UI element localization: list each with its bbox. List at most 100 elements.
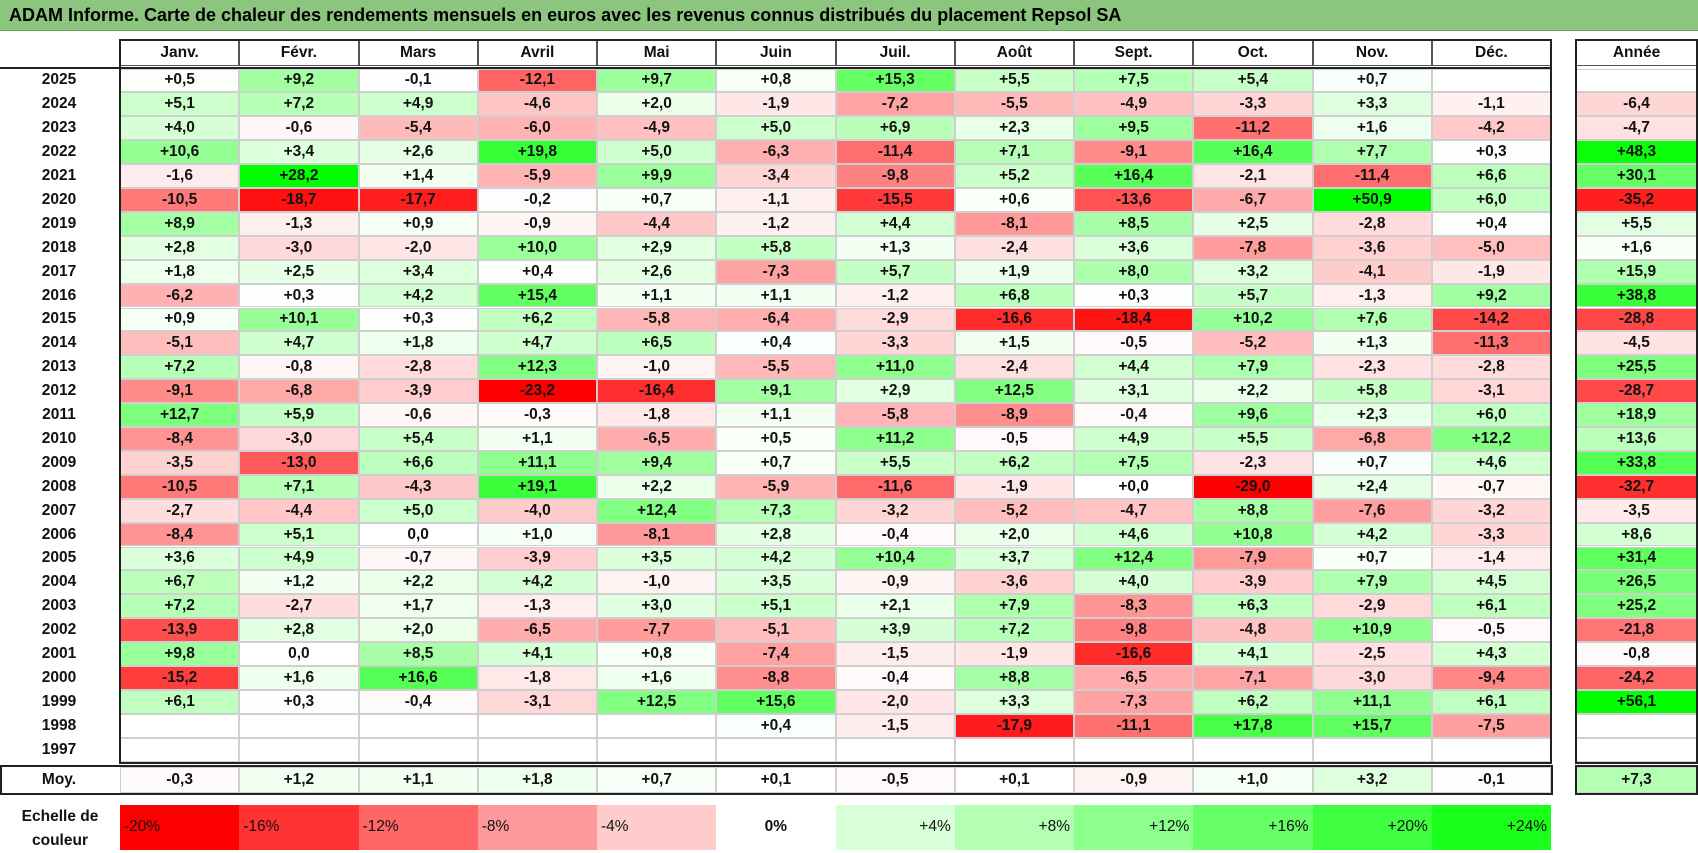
heatmap-cell: -7,3 [716,259,836,284]
heatmap-cell: +0,8 [597,642,717,666]
heatmap-cell: +5,5 [954,68,1074,93]
heatmap-cell: -3,6 [1312,235,1432,260]
annual-cell: +26,5 [1576,570,1697,595]
heatmap-cell: -5,8 [835,403,955,427]
heatmap-cell: -2,8 [358,355,478,380]
heatmap-cell [835,737,955,762]
heatmap-cell: +0,9 [358,211,478,236]
heatmap-cell: +1,1 [716,283,836,308]
heatmap-cell [954,737,1074,762]
year-label: 2007 [41,501,77,519]
annual-cell: -0,8 [1576,642,1697,666]
heatmap-cell: -1,0 [597,570,717,595]
heatmap-cell: -0,5 [1431,618,1551,643]
column-header: Mars [358,40,478,66]
heatmap-cell: +6,2 [954,450,1074,475]
heatmap-cell: +0,0 [1074,474,1194,499]
heatmap-cell: -3,0 [239,427,359,451]
heatmap-cell: -3,9 [1193,570,1313,595]
report-title: ADAM Informe. Carte de chaleur des rende… [0,0,1698,31]
heatmap-cell: -3,3 [1431,522,1551,547]
annual-cell: +18,9 [1576,403,1697,427]
average-label: Moy. [41,770,77,788]
heatmap-cell: +2,9 [835,379,955,404]
heatmap-cell: -12,1 [477,68,597,93]
annual-cell: +25,2 [1576,594,1697,619]
heatmap-cell: +5,1 [120,92,240,117]
heatmap-cell: -6,0 [477,116,597,141]
heatmap-cell: +1,9 [954,259,1074,284]
year-label: 2021 [41,167,77,185]
heatmap-cell: +3,3 [954,689,1074,714]
heatmap-cell: -1,9 [954,642,1074,666]
heatmap-cell: -16,6 [954,307,1074,332]
heatmap-cell: +16,4 [1074,164,1194,188]
header-divider [0,66,1552,69]
year-label: 2019 [41,214,77,232]
heatmap-cell: -9,4 [1431,666,1551,690]
heatmap-cell: -13,6 [1074,188,1194,212]
heatmap-cell: +1,8 [358,331,478,356]
annual-cell: +33,8 [1576,450,1697,475]
average-cell: +1,8 [477,766,597,793]
heatmap-cell: +6,2 [1193,689,1313,714]
heatmap-cell: +5,9 [239,403,359,427]
heatmap-cell [597,737,717,762]
heatmap-cell: +1,1 [477,427,597,451]
heatmap-cell: -7,9 [1193,546,1313,571]
heatmap-cell: +7,1 [954,140,1074,165]
heatmap-cell: +16,4 [1193,140,1313,165]
heatmap-cell: -5,1 [716,618,836,643]
heatmap-cell: +2,0 [954,522,1074,547]
annual-cell: -21,8 [1576,618,1697,643]
heatmap-cell [239,737,359,762]
average-annual-cell: +7,3 [1576,766,1697,793]
heatmap-cell: +0,4 [716,331,836,356]
heatmap-cell: -2,9 [835,307,955,332]
heatmap-cell: +1,7 [358,594,478,619]
year-label: 2025 [41,71,77,89]
heatmap-cell [358,737,478,762]
heatmap-cell: -1,1 [716,188,836,212]
heatmap-cell: +15,6 [716,689,836,714]
heatmap-cell: +8,0 [1074,259,1194,284]
heatmap-cell: -1,0 [597,355,717,380]
heatmap-cell: -8,4 [120,427,240,451]
year-label: 2018 [41,238,77,256]
heatmap-cell: -10,5 [120,188,240,212]
heatmap-cell: +9,5 [1074,116,1194,141]
average-cell: +1,1 [358,766,478,793]
heatmap-cell: +5,0 [597,140,717,165]
year-label: 2001 [41,645,77,663]
average-cell: -0,3 [120,766,240,793]
heatmap-cell: -4,4 [597,211,717,236]
heatmap-cell: -29,0 [1193,474,1313,499]
heatmap-cell: +6,1 [1431,689,1551,714]
heatmap-cell: +2,0 [597,92,717,117]
heatmap-cell: +3,4 [239,140,359,165]
heatmap-cell: +5,4 [1193,68,1313,93]
heatmap-cell: +2,2 [358,570,478,595]
annual-cell: +1,6 [1576,235,1697,260]
heatmap-cell: +4,1 [1193,642,1313,666]
heatmap-cell: -0,6 [358,403,478,427]
heatmap-cell: +10,0 [477,235,597,260]
heatmap-cell: -6,5 [597,427,717,451]
heatmap-cell: +0,4 [477,259,597,284]
heatmap-cell: -1,1 [1431,92,1551,117]
heatmap-cell: +2,9 [597,235,717,260]
heatmap-cell: -2,9 [1312,594,1432,619]
heatmap-cell: +1,0 [477,522,597,547]
heatmap-cell: +9,9 [597,164,717,188]
heatmap-cell: -16,6 [1074,642,1194,666]
heatmap-cell: +4,7 [477,331,597,356]
heatmap-cell: +6,3 [1193,594,1313,619]
heatmap-cell: -2,4 [954,235,1074,260]
heatmap-cell: -3,9 [477,546,597,571]
heatmap-cell: -2,3 [1193,450,1313,475]
heatmap-cell: -15,5 [835,188,955,212]
average-cell: -0,9 [1074,766,1194,793]
heatmap-cell: +50,9 [1312,188,1432,212]
annual-cell: -28,7 [1576,379,1697,404]
heatmap-cell: +2,5 [1193,211,1313,236]
